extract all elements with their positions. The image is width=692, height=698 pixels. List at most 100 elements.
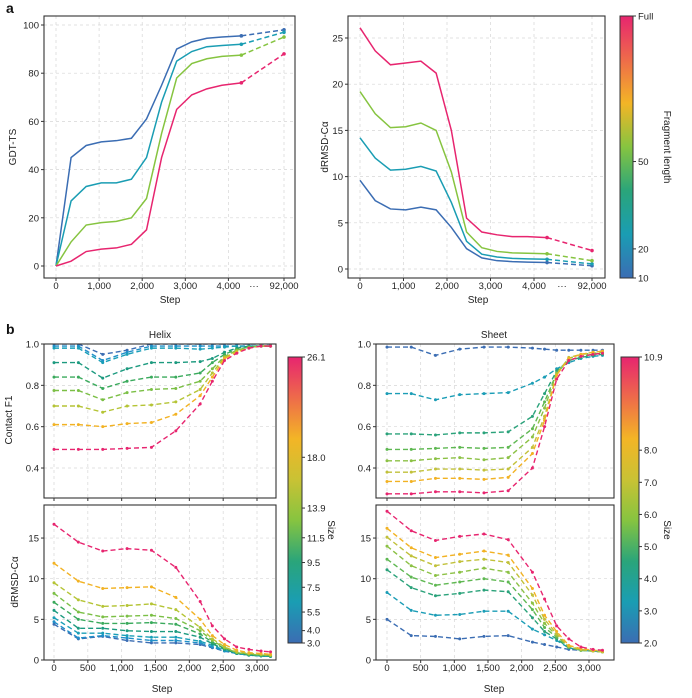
series-10 xyxy=(359,179,594,268)
data-point xyxy=(555,377,559,381)
y-tick-label: 0 xyxy=(34,656,39,667)
series-5.0 xyxy=(385,351,604,451)
data-point xyxy=(198,344,202,348)
data-point xyxy=(506,489,510,493)
data-point xyxy=(259,344,263,348)
data-point xyxy=(125,621,129,625)
data-point xyxy=(385,479,389,483)
data-point xyxy=(125,352,129,356)
data-point xyxy=(52,423,56,427)
data-point xyxy=(385,345,389,349)
series-line xyxy=(53,592,271,657)
data-point xyxy=(530,445,534,449)
data-point xyxy=(433,634,437,638)
data-point xyxy=(210,361,214,365)
plot-area xyxy=(385,509,604,654)
y-tick-label: 10 xyxy=(332,172,343,183)
data-point xyxy=(259,651,263,655)
data-point xyxy=(458,467,462,471)
series-20 xyxy=(55,30,286,267)
series-8.0 xyxy=(385,349,604,483)
series-line xyxy=(53,582,271,656)
data-point xyxy=(52,616,56,620)
data-point xyxy=(52,389,56,393)
series-11.5 xyxy=(52,591,273,658)
fragment-length-colorbar-label: Fragment length xyxy=(661,111,672,184)
series-line xyxy=(55,43,242,267)
data-point xyxy=(433,446,437,450)
series-line xyxy=(359,27,548,239)
data-point xyxy=(506,570,510,574)
data-point xyxy=(210,346,214,350)
data-point xyxy=(482,634,486,638)
x-tick-label: 2,500 xyxy=(211,663,235,674)
series-50 xyxy=(55,35,286,267)
data-point xyxy=(174,386,178,390)
data-point xyxy=(543,392,547,396)
data-point xyxy=(458,476,462,480)
data-point xyxy=(543,425,547,429)
data-point xyxy=(174,630,178,634)
panel-label-a: a xyxy=(6,0,14,16)
data-point xyxy=(247,647,251,651)
data-point xyxy=(101,604,105,608)
data-point xyxy=(149,602,153,606)
data-point xyxy=(506,456,510,460)
series-line xyxy=(387,346,603,357)
data-point xyxy=(433,538,437,542)
data-point xyxy=(385,392,389,396)
data-point xyxy=(125,604,129,608)
series-line xyxy=(386,536,603,653)
plot-area xyxy=(52,522,273,658)
series-extrapolation-line xyxy=(241,29,285,37)
data-point xyxy=(543,406,547,410)
data-point xyxy=(101,586,105,590)
plot-area xyxy=(52,344,273,451)
sheet-title: Sheet xyxy=(481,330,507,341)
gdt-ylabel: GDT-TS xyxy=(8,128,19,165)
data-point xyxy=(409,447,413,451)
series-13.9 xyxy=(52,581,273,657)
data-point xyxy=(76,423,80,427)
data-point xyxy=(239,42,244,47)
data-point xyxy=(530,414,534,418)
data-point xyxy=(149,344,153,348)
y-tick-label: 0.8 xyxy=(358,381,371,392)
data-point xyxy=(506,609,510,613)
series-10.9 xyxy=(385,351,604,496)
series-6.0 xyxy=(385,350,604,463)
series-13.9 xyxy=(52,344,273,414)
data-point xyxy=(409,586,413,590)
data-point xyxy=(600,349,604,353)
data-point xyxy=(101,549,105,553)
data-point xyxy=(174,622,178,626)
data-point xyxy=(482,431,486,435)
series-extrapolation-line xyxy=(546,253,593,262)
y-tick-label: 80 xyxy=(28,69,39,80)
data-point xyxy=(530,616,534,620)
colorbar-tick-label: 10.9 xyxy=(644,353,663,364)
series-line xyxy=(54,345,271,413)
data-point xyxy=(101,376,105,380)
data-point xyxy=(235,645,239,649)
data-point xyxy=(76,389,80,393)
data-point xyxy=(76,346,80,350)
data-point xyxy=(433,564,437,568)
y-tick-label: 100 xyxy=(23,21,39,32)
data-point xyxy=(385,447,389,451)
y-tick-label: 40 xyxy=(28,165,39,176)
data-point xyxy=(149,585,153,589)
data-point xyxy=(149,641,153,645)
data-point xyxy=(409,554,413,558)
data-point xyxy=(101,447,105,451)
data-point xyxy=(198,599,202,603)
data-point xyxy=(223,359,227,363)
series-line xyxy=(387,351,603,462)
y-tick-label: 20 xyxy=(28,213,39,224)
data-point xyxy=(482,458,486,462)
data-point xyxy=(210,371,214,375)
data-point xyxy=(543,630,547,634)
data-point xyxy=(76,361,80,365)
data-point xyxy=(149,421,153,425)
